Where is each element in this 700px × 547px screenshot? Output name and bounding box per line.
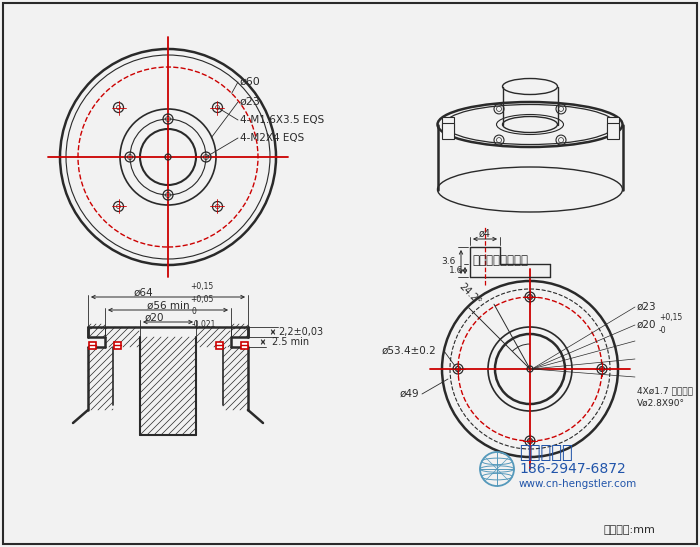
- Text: ø20: ø20: [144, 313, 164, 323]
- Text: ø60: ø60: [240, 77, 260, 87]
- Text: Vø2.8X90°: Vø2.8X90°: [637, 399, 685, 408]
- Text: ø20: ø20: [637, 320, 657, 330]
- Text: 0: 0: [192, 307, 197, 316]
- Text: +0,15: +0,15: [190, 282, 214, 291]
- Text: ø64: ø64: [134, 288, 153, 298]
- Text: 3.6: 3.6: [442, 258, 456, 266]
- Bar: [442, 123, 454, 139]
- Text: 西安德伍拓: 西安德伍拓: [519, 444, 573, 462]
- Text: +0,15: +0,15: [659, 313, 682, 322]
- Bar: [241, 341, 248, 348]
- Text: www.cn-hengstler.com: www.cn-hengstler.com: [519, 479, 637, 489]
- Text: 1.6: 1.6: [449, 266, 463, 275]
- Bar: [88, 341, 95, 348]
- Text: 4-M1.6X3.5 EQS: 4-M1.6X3.5 EQS: [240, 115, 324, 125]
- Text: ø23: ø23: [240, 97, 261, 107]
- Text: 4Xø1.7 均匀分布: 4Xø1.7 均匀分布: [637, 387, 693, 395]
- Bar: [606, 123, 619, 139]
- Text: ø23: ø23: [637, 302, 657, 312]
- Text: ø4: ø4: [479, 229, 491, 239]
- Bar: [606, 117, 619, 132]
- Bar: [442, 117, 454, 132]
- Text: 24.2°: 24.2°: [457, 281, 483, 307]
- Text: ø56 min: ø56 min: [147, 301, 189, 311]
- Text: 4-M2X4 EQS: 4-M2X4 EQS: [240, 133, 304, 143]
- Text: -0,021: -0,021: [192, 320, 216, 329]
- Text: 186-2947-6872: 186-2947-6872: [519, 462, 626, 476]
- Text: +0,05: +0,05: [190, 295, 214, 304]
- Text: 尺寸单位:mm: 尺寸单位:mm: [603, 525, 655, 535]
- Bar: [113, 341, 120, 348]
- Text: ø53.4±0.2: ø53.4±0.2: [382, 346, 437, 356]
- Text: -0: -0: [659, 326, 666, 335]
- Text: 动盘轴向螺栓安装: 动盘轴向螺栓安装: [472, 254, 528, 267]
- Text: 2.5 min: 2.5 min: [272, 337, 309, 347]
- Bar: [216, 341, 223, 348]
- Text: ø49: ø49: [400, 389, 419, 399]
- Text: 2,2±0,03: 2,2±0,03: [279, 327, 323, 337]
